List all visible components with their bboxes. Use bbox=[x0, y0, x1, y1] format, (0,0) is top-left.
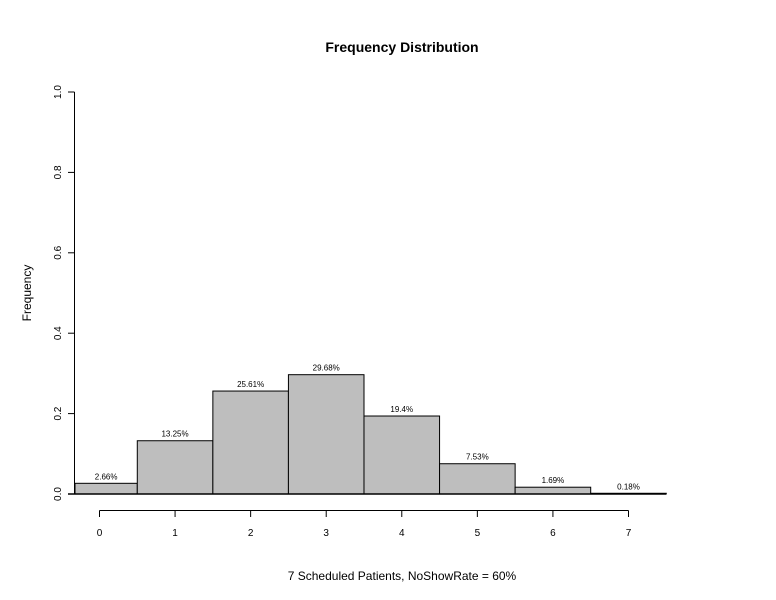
x-tick-label: 6 bbox=[550, 528, 556, 539]
x-tick-label: 2 bbox=[248, 528, 254, 539]
data-label-5: 7.53% bbox=[466, 453, 489, 462]
bar-3 bbox=[287, 374, 365, 495]
y-tick-label: 0.0 bbox=[53, 487, 64, 501]
bar-6 bbox=[514, 486, 592, 495]
y-tick-label: 0.2 bbox=[53, 406, 64, 420]
data-label-3: 29.68% bbox=[313, 364, 340, 373]
x-tick-label: 5 bbox=[475, 528, 481, 539]
y-tick-label: 1.0 bbox=[53, 85, 64, 99]
data-label-1: 13.25% bbox=[161, 430, 188, 439]
bar-2 bbox=[212, 390, 289, 495]
data-label-0: 2.66% bbox=[95, 472, 118, 481]
bar-1 bbox=[136, 440, 214, 495]
data-label-7: 0.18% bbox=[617, 482, 640, 491]
y-axis-label: Frequency bbox=[20, 265, 34, 322]
x-tick-label: 1 bbox=[172, 528, 178, 539]
y-tick-label: 0.4 bbox=[53, 326, 64, 340]
x-tick-label: 0 bbox=[97, 528, 103, 539]
y-tick-label: 0.8 bbox=[53, 165, 64, 179]
bar-5 bbox=[439, 463, 516, 495]
x-tick-label: 4 bbox=[399, 528, 405, 539]
x-tick-label: 7 bbox=[626, 528, 632, 539]
data-label-4: 19.4% bbox=[390, 405, 413, 414]
data-label-6: 1.69% bbox=[542, 476, 565, 485]
chart-title: Frequency Distribution bbox=[325, 39, 478, 55]
bar-0 bbox=[74, 482, 138, 495]
x-axis-label: 7 Scheduled Patients, NoShowRate = 60% bbox=[288, 569, 517, 583]
bar-4 bbox=[363, 415, 441, 495]
y-tick-label: 0.6 bbox=[53, 245, 64, 259]
data-label-2: 25.61% bbox=[237, 380, 264, 389]
x-tick-label: 3 bbox=[323, 528, 329, 539]
